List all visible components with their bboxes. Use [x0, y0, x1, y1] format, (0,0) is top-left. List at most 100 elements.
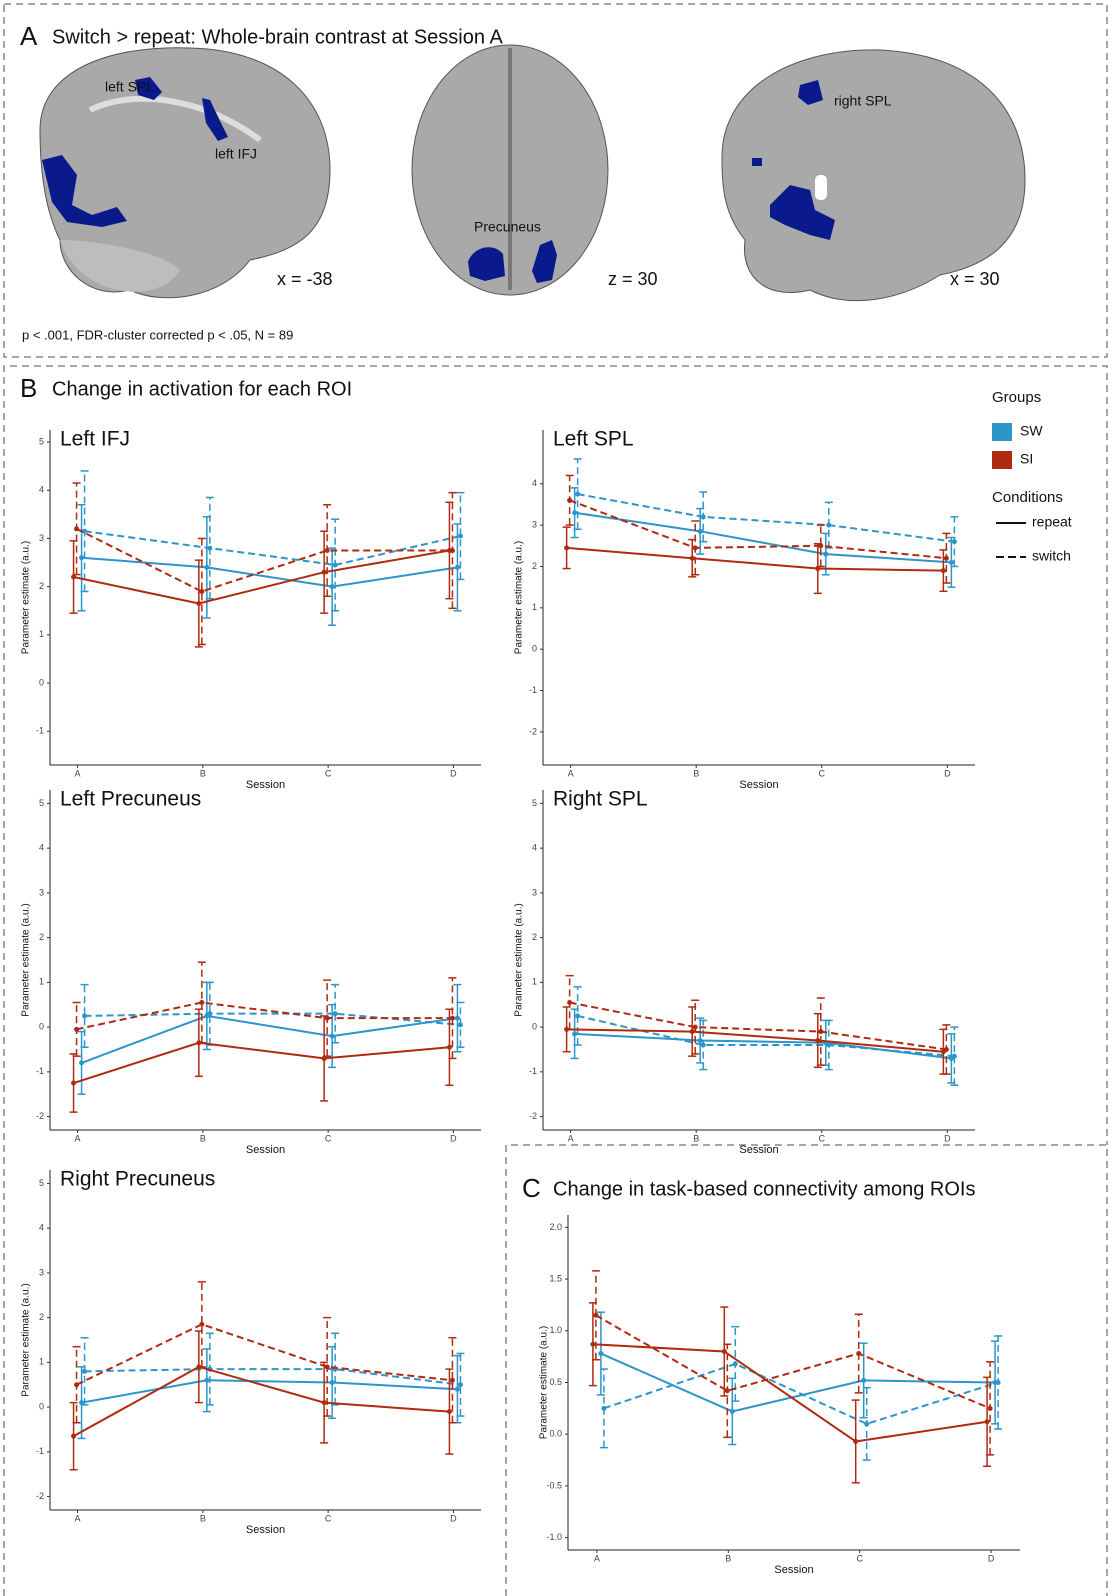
x-tick-label: A — [75, 768, 81, 778]
point — [701, 1043, 706, 1048]
x-tick-label: D — [450, 1133, 457, 1143]
point — [856, 1351, 861, 1356]
brain-sagittal-right — [722, 50, 1025, 301]
x-tick-label: B — [693, 768, 699, 778]
series-line — [77, 1324, 453, 1384]
point — [818, 1029, 823, 1034]
x-tick-label: D — [988, 1553, 995, 1563]
x-tick-label: A — [568, 1133, 574, 1143]
series-line — [82, 1380, 458, 1402]
x-tick-label: B — [200, 1133, 206, 1143]
y-tick-label: 0 — [532, 644, 537, 654]
point — [564, 545, 569, 550]
y-tick-label: 4 — [532, 843, 537, 853]
x-tick-label: C — [819, 768, 826, 778]
point — [693, 545, 698, 550]
y-tick-label: 1 — [39, 1357, 44, 1367]
point — [815, 1038, 820, 1043]
point — [944, 1047, 949, 1052]
y-tick-label: -1 — [529, 685, 537, 695]
y-tick-label: 5 — [39, 436, 44, 446]
point — [74, 1027, 79, 1032]
y-axis-label: Parameter estimate (a.u.) — [514, 903, 525, 1016]
x-tick-label: D — [450, 768, 457, 778]
point — [322, 570, 327, 575]
point — [79, 1060, 84, 1065]
x-tick-label: D — [944, 768, 951, 778]
panel-letter: A — [20, 21, 38, 51]
point — [823, 552, 828, 557]
y-tick-label: 1 — [39, 629, 44, 639]
series-line — [567, 548, 944, 571]
point — [82, 1369, 87, 1374]
point — [730, 1409, 735, 1414]
y-tick-label: 4 — [39, 1223, 44, 1233]
point — [818, 543, 823, 548]
legend-label: SW — [1020, 423, 1043, 439]
point — [330, 584, 335, 589]
point — [988, 1406, 993, 1411]
y-tick-label: 3 — [532, 887, 537, 897]
series-line — [74, 1043, 450, 1083]
point — [952, 1054, 957, 1059]
point — [575, 1013, 580, 1018]
y-tick-label: 2 — [532, 932, 537, 942]
x-axis-label: Session — [246, 1524, 285, 1536]
x-tick-label: C — [325, 1513, 332, 1523]
legend-swatch — [992, 423, 1012, 441]
x-tick-label: A — [75, 1133, 81, 1143]
y-tick-label: 3 — [39, 887, 44, 897]
x-tick-label: A — [75, 1513, 81, 1523]
point — [455, 565, 460, 570]
point — [455, 1016, 460, 1021]
y-tick-label: 0.0 — [549, 1429, 562, 1439]
point — [447, 1409, 452, 1414]
y-tick-label: 3 — [532, 519, 537, 529]
y-tick-label: 0 — [39, 1021, 44, 1031]
point — [853, 1439, 858, 1444]
point — [733, 1361, 738, 1366]
y-tick-label: -1 — [36, 1446, 44, 1456]
x-tick-label: A — [594, 1553, 600, 1563]
point — [690, 556, 695, 561]
point — [207, 546, 212, 551]
x-axis-label: Session — [246, 1144, 285, 1156]
y-tick-label: 1.5 — [549, 1273, 562, 1283]
point — [575, 492, 580, 497]
y-tick-label: 4 — [39, 485, 44, 495]
x-tick-label: B — [200, 768, 206, 778]
point — [204, 1378, 209, 1383]
panel-letter: B — [20, 373, 37, 403]
point — [199, 1322, 204, 1327]
y-tick-label: 2 — [39, 1312, 44, 1322]
point — [567, 1000, 572, 1005]
point — [322, 1400, 327, 1405]
x-tick-label: D — [450, 1513, 457, 1523]
y-tick-label: -1 — [529, 1066, 537, 1076]
y-tick-label: 5 — [39, 1178, 44, 1188]
point — [325, 1364, 330, 1369]
chart-title: Right Precuneus — [60, 1168, 215, 1191]
series-line — [82, 1016, 458, 1063]
chart-title: Left SPL — [553, 428, 634, 451]
brain-sagittal-left — [40, 48, 330, 298]
stat-note: p < .001, FDR-cluster corrected p < .05,… — [22, 327, 293, 342]
point — [861, 1378, 866, 1383]
point — [199, 589, 204, 594]
series-line — [596, 1315, 990, 1408]
point — [330, 1034, 335, 1039]
y-tick-label: -0.5 — [546, 1480, 562, 1490]
x-axis-label: Session — [739, 779, 778, 791]
region-label: left SPL — [105, 79, 154, 95]
point — [725, 1388, 730, 1393]
y-tick-label: 3 — [39, 1267, 44, 1277]
y-tick-label: 0 — [532, 1021, 537, 1031]
panel-c-frame — [506, 1145, 1107, 1596]
y-axis-label: Parameter estimate (a.u.) — [21, 541, 32, 654]
point — [204, 565, 209, 570]
panel-title: Change in activation for each ROI — [52, 378, 352, 400]
y-tick-label: 1.0 — [549, 1325, 562, 1335]
slice-coordinate: x = -38 — [277, 269, 333, 289]
point — [698, 529, 703, 534]
slice-coordinate: x = 30 — [950, 269, 1000, 289]
